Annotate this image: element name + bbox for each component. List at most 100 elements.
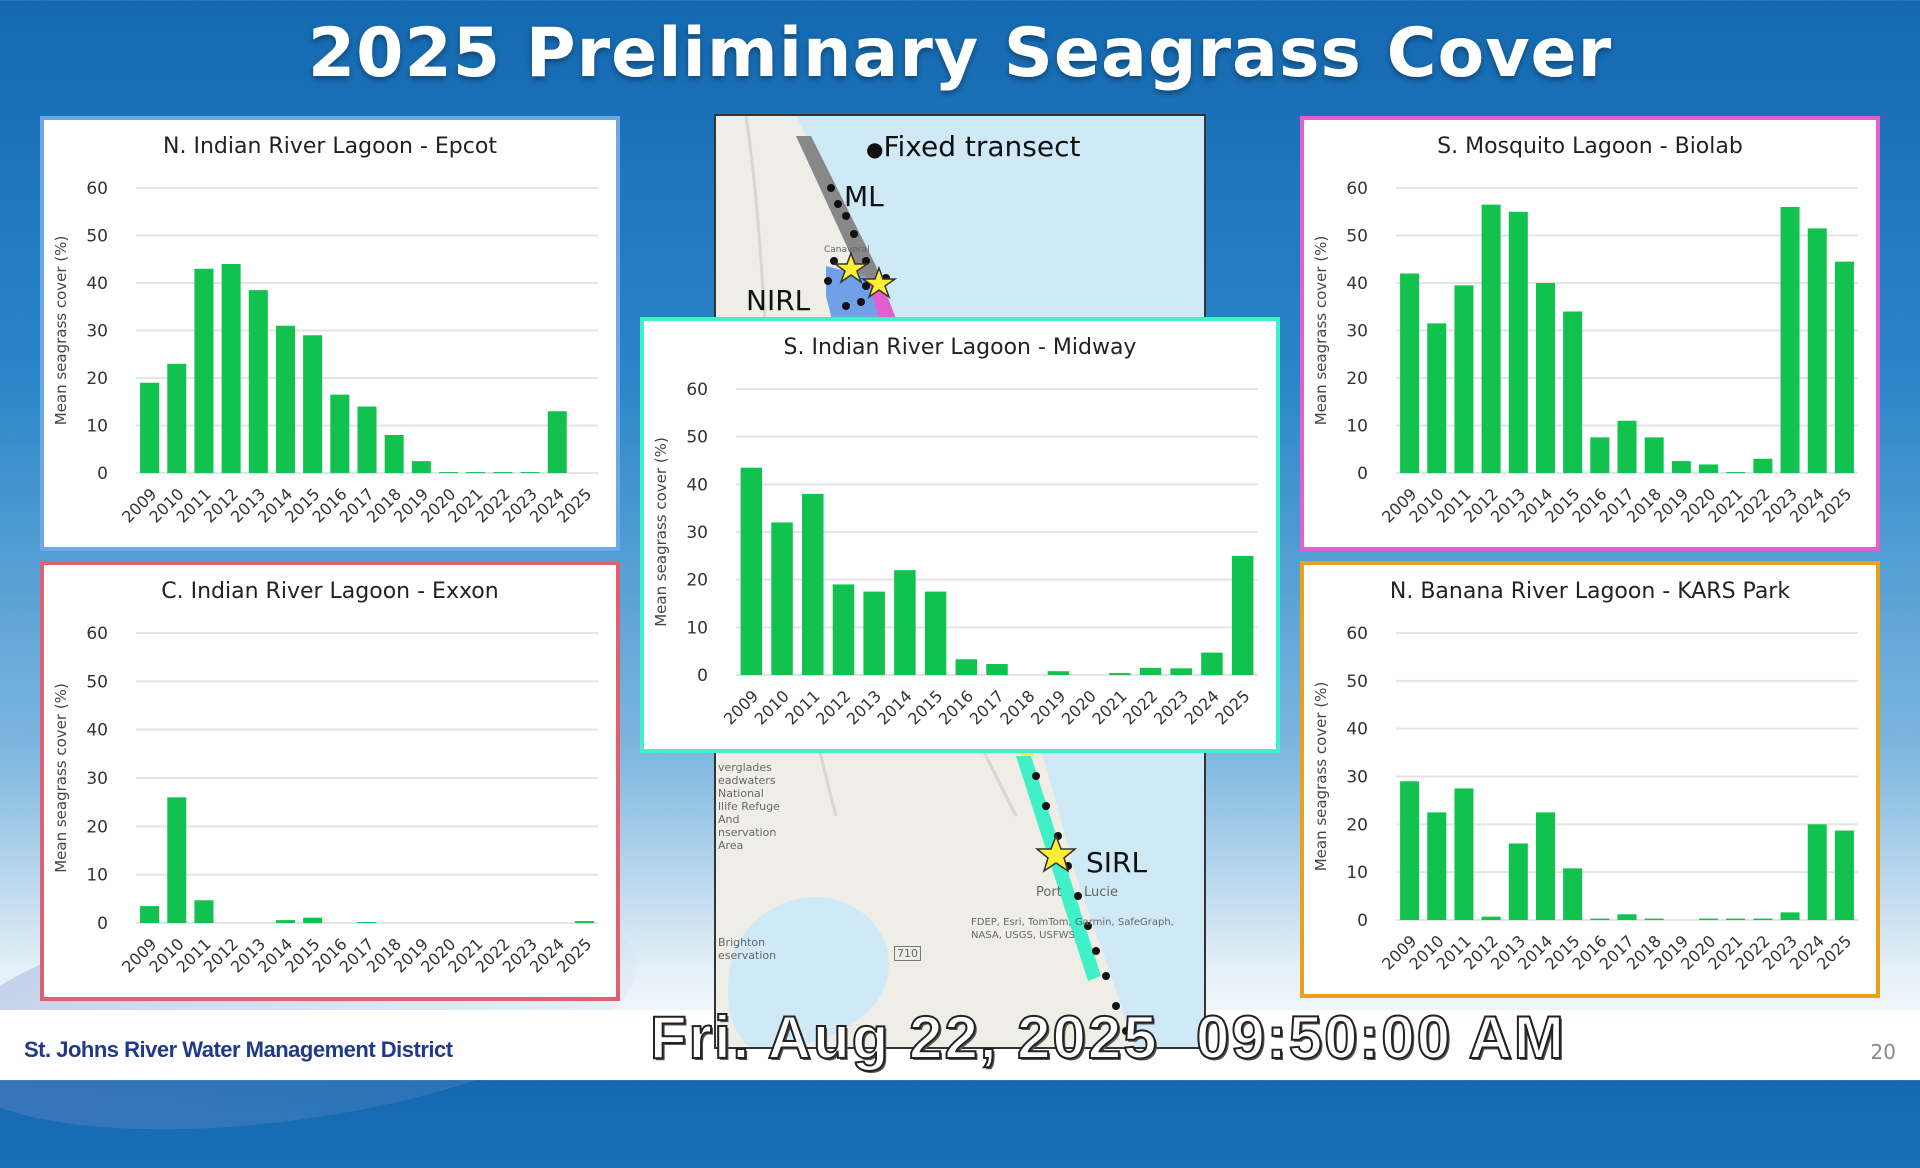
y-axis-label: Mean seagrass cover (%)	[652, 437, 670, 627]
bar-2020	[1699, 464, 1719, 473]
y-tick-label: 20	[86, 817, 108, 837]
y-axis-label: Mean seagrass cover (%)	[1312, 236, 1330, 426]
page-number: 20	[1870, 1040, 1896, 1064]
bar-2009	[740, 467, 763, 675]
bar-2021	[1109, 673, 1131, 675]
x-tick-label: 2010	[751, 686, 793, 728]
chart-title: S. Indian River Lagoon - Midway	[783, 335, 1137, 360]
map-label-refuge: verglades eadwaters National llife Refug…	[718, 761, 780, 852]
bar-2017	[357, 406, 377, 473]
bar-2010	[167, 797, 187, 923]
bar-2015	[303, 335, 323, 473]
bar-2012	[1481, 204, 1501, 473]
y-tick-label: 50	[86, 227, 108, 247]
bar-2023	[1170, 668, 1192, 675]
chart-panel-epcot: 0 10 20 30 40 50 60 Mean seagrass cover (%) 2009…	[40, 116, 620, 551]
bar-2022	[1753, 458, 1773, 473]
bar-2015	[1563, 311, 1583, 473]
x-tick-label: 2023	[1150, 686, 1192, 728]
y-tick-label: 10	[1346, 863, 1368, 883]
y-tick-label: 10	[86, 417, 108, 437]
x-tick-label: 2025	[1211, 686, 1253, 728]
y-tick-label: 60	[686, 380, 708, 400]
bar-2021	[1726, 472, 1746, 473]
map-label-nirl: NIRL	[746, 284, 811, 317]
bar-2011	[1454, 788, 1474, 920]
chart-panel-biolab: 0 10 20 30 40 50 60 Mean seagrass cover (%) 2009…	[1300, 116, 1880, 551]
sirl-region	[1016, 756, 1101, 981]
star-icon	[860, 265, 898, 299]
y-tick-label: 50	[686, 428, 708, 448]
bar-2019	[1047, 671, 1070, 675]
bar-2014	[1535, 812, 1555, 920]
y-tick-label: 60	[1346, 179, 1368, 199]
chart-title: S. Mosquito Lagoon - Biolab	[1437, 134, 1743, 159]
bar-2019	[1671, 461, 1691, 473]
bar-2024	[1807, 824, 1827, 920]
bar-2018	[384, 435, 404, 473]
y-tick-label: 20	[1346, 369, 1368, 389]
y-tick-label: 60	[86, 179, 108, 199]
bar-2013	[248, 290, 268, 473]
chart-panel-midway: 0 10 20 30 40 50 60 Mean seagrass cover (%) 2009…	[640, 317, 1280, 753]
map-lake-okeechobee	[727, 897, 889, 1047]
y-tick-label: 40	[86, 274, 108, 294]
bar-2011	[1454, 285, 1474, 473]
bar-2013	[1508, 211, 1528, 473]
y-tick-label: 40	[1346, 720, 1368, 740]
bar-2022	[493, 472, 513, 473]
y-tick-label: 30	[686, 523, 708, 543]
bar-2020	[1699, 918, 1719, 920]
chart-title: N. Banana River Lagoon - KARS Park	[1389, 579, 1791, 604]
chart-title: C. Indian River Lagoon - Exxon	[161, 579, 499, 604]
y-tick-label: 50	[1346, 672, 1368, 692]
x-tick-label: 2011	[781, 686, 823, 728]
x-tick-label: 2018	[996, 686, 1038, 728]
y-tick-label: 30	[86, 322, 108, 342]
bar-2013	[1508, 843, 1528, 920]
bar-2010	[167, 363, 187, 473]
y-tick-label: 0	[97, 464, 108, 484]
bar-2023	[1780, 912, 1800, 920]
bar-2009	[1400, 273, 1420, 473]
bar-2012	[832, 584, 855, 675]
bar-2012	[221, 264, 241, 473]
y-tick-label: 30	[1346, 322, 1368, 342]
bar-2014	[275, 920, 295, 923]
transect-dot-icon: ●	[866, 137, 884, 161]
bar-2022	[1139, 667, 1162, 675]
bar-2017	[357, 922, 377, 923]
bar-2016	[1590, 437, 1610, 473]
organization-name: St. Johns River Water Management Distric…	[24, 1037, 453, 1062]
map-legend: ●Fixed transect	[866, 130, 1081, 163]
x-tick-label: 2017	[966, 686, 1008, 728]
y-axis-label: Mean seagrass cover (%)	[52, 683, 70, 873]
y-axis-label: Mean seagrass cover (%)	[52, 236, 70, 426]
y-tick-label: 10	[686, 618, 708, 638]
bar-2017	[1617, 420, 1637, 473]
y-tick-label: 0	[1357, 911, 1368, 931]
star-icon	[1034, 833, 1078, 873]
bar-2025	[574, 921, 594, 923]
star-icon	[832, 250, 870, 284]
x-tick-label: 2012	[812, 686, 854, 728]
bar-2013	[863, 591, 885, 675]
map-label-brighton: Brighton eservation	[718, 936, 777, 962]
bar-2015	[1563, 868, 1583, 920]
bar-2021	[1726, 918, 1746, 920]
bar-2014	[894, 570, 916, 675]
map-label-canaveral: Canaveral	[824, 245, 870, 255]
y-tick-label: 60	[1346, 624, 1368, 644]
x-tick-label: 2015	[904, 686, 946, 728]
map-road-shield: 710	[894, 946, 921, 961]
bar-2024	[1807, 228, 1827, 473]
bar-2018	[1644, 918, 1664, 920]
bar-2015	[303, 917, 323, 923]
bar-2011	[802, 493, 824, 675]
map-attribution: FDEP, Esri, TomTom, Garmin, SafeGraph, N…	[971, 917, 1174, 941]
x-tick-label: 2013	[843, 686, 885, 728]
